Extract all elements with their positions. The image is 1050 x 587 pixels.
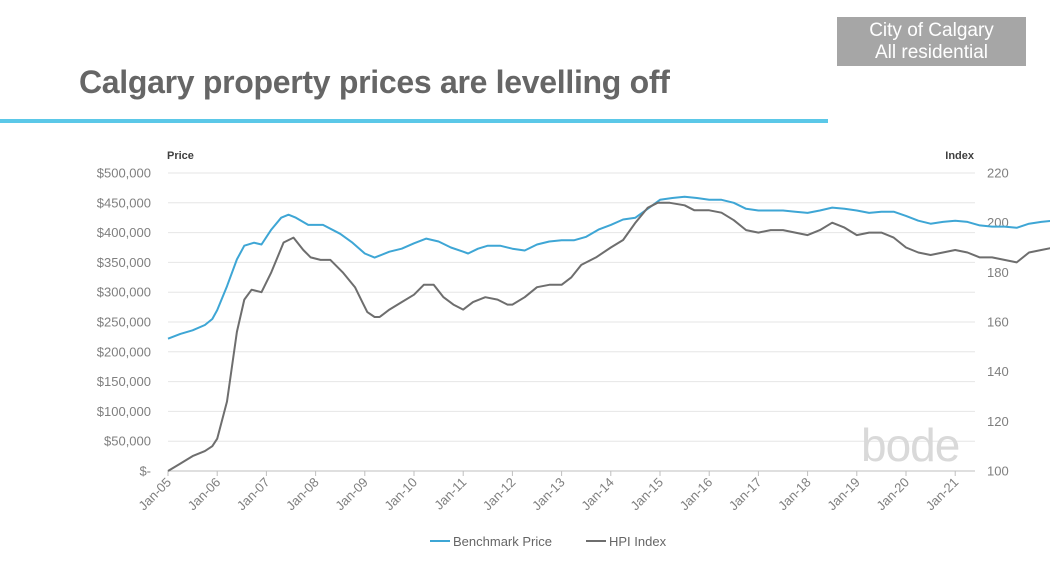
y-tick-label: $- xyxy=(139,464,151,479)
y2-tick-label: 220 xyxy=(987,166,1009,181)
gridlines xyxy=(168,172,975,472)
x-tick-label: Jan-17 xyxy=(726,475,765,514)
legend: Benchmark Price HPI Index xyxy=(430,534,667,549)
y-tick-label: $50,000 xyxy=(104,434,151,449)
y-tick-label: $400,000 xyxy=(97,225,151,240)
y-tick-label: $450,000 xyxy=(97,195,151,210)
bode-logo: bode xyxy=(861,419,959,471)
y2-tick-label: 120 xyxy=(987,414,1009,429)
x-tick-label: Jan-15 xyxy=(627,475,666,514)
x-tick-label: Jan-11 xyxy=(431,475,469,513)
x-tick-label: Jan-13 xyxy=(529,475,568,514)
x-tick-label: Jan-19 xyxy=(824,475,863,514)
x-tick-label: Jan-14 xyxy=(578,475,617,514)
y-tick-label: $350,000 xyxy=(97,255,151,270)
badge-line-scope: All residential xyxy=(875,41,988,63)
y2-tick-label: 140 xyxy=(987,364,1009,379)
y2-tick-label: 180 xyxy=(987,265,1009,280)
y-tick-label: $150,000 xyxy=(97,374,151,389)
right-axis-ticks: 100 120 140 160 180 200 220 xyxy=(987,166,1009,479)
x-tick-label: Jan-05 xyxy=(135,475,174,514)
y-tick-label: $250,000 xyxy=(97,315,151,330)
x-tick-label: Jan-18 xyxy=(775,475,814,514)
series-line-benchmark-price xyxy=(167,195,1050,340)
region-badge: City of Calgary All residential xyxy=(837,17,1026,66)
x-tick-label: Jan-09 xyxy=(332,475,371,514)
title-underline xyxy=(0,119,828,123)
y-tick-label: $200,000 xyxy=(97,344,151,359)
x-tick-label: Jan-20 xyxy=(873,475,912,514)
legend-label-hpi: HPI Index xyxy=(609,534,667,549)
right-axis-title: Index xyxy=(945,150,975,162)
y2-tick-label: 160 xyxy=(987,315,1009,330)
y-tick-label: $100,000 xyxy=(97,404,151,419)
x-tick-label: Jan-21 xyxy=(923,475,962,514)
y2-tick-label: 100 xyxy=(987,464,1009,479)
y-tick-label: $300,000 xyxy=(97,285,151,300)
legend-label-benchmark: Benchmark Price xyxy=(453,534,552,549)
left-axis-ticks: $- $50,000 $100,000 $150,000 $200,000 $250,00… xyxy=(97,166,151,479)
x-tick-label: Jan-16 xyxy=(677,475,716,514)
left-axis-title: Price xyxy=(167,150,194,162)
badge-line-city: City of Calgary xyxy=(869,19,994,41)
y-tick-label: $500,000 xyxy=(97,166,151,181)
y2-tick-label: 200 xyxy=(987,215,1009,230)
x-tick-label: Jan-12 xyxy=(480,475,519,514)
x-tick-label: Jan-06 xyxy=(185,475,224,514)
series-line-hpi-index xyxy=(167,201,1050,472)
page-title: Calgary property prices are levelling of… xyxy=(79,64,670,100)
x-axis-ticks: Jan-05 Jan-06 Jan-07 Jan-08 Jan-09 Jan-10 Jan-… xyxy=(135,471,961,513)
x-tick-label: Jan-08 xyxy=(283,475,322,514)
x-tick-label: Jan-10 xyxy=(381,475,420,514)
x-tick-label: Jan-07 xyxy=(234,475,273,514)
